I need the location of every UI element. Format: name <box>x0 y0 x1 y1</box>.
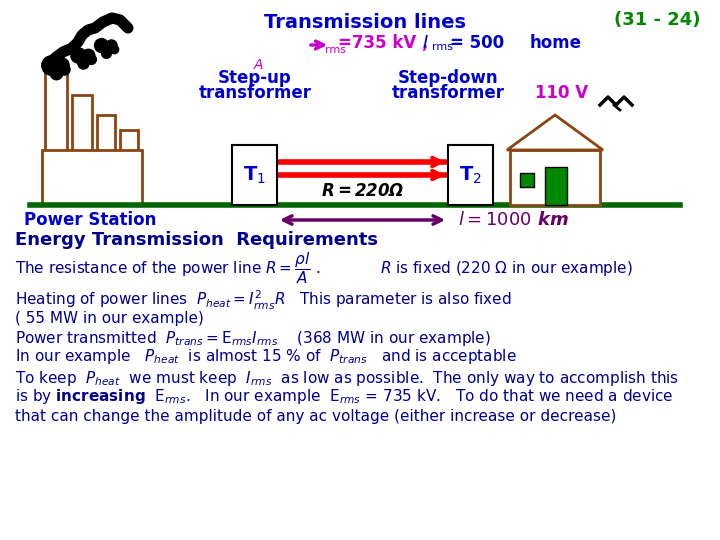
Bar <box>72 95 92 205</box>
Text: that can change the amplitude of any ac voltage (either increase or decrease): that can change the amplitude of any ac … <box>15 408 616 423</box>
Text: $I$: $I$ <box>422 34 429 52</box>
Text: Step-down: Step-down <box>397 69 498 87</box>
Text: rms: rms <box>325 45 346 55</box>
Text: transformer: transformer <box>392 84 505 102</box>
Bar <box>520 173 534 187</box>
Bar <box>97 115 115 205</box>
Bar <box>232 145 277 205</box>
Text: $\bfit{R = 220\Omega}$: $\bfit{R = 220\Omega}$ <box>321 182 404 200</box>
Polygon shape <box>507 115 603 150</box>
Text: ( 55 MW in our example): ( 55 MW in our example) <box>15 310 204 326</box>
Text: Energy Transmission  Requirements: Energy Transmission Requirements <box>15 231 378 249</box>
Text: 110 V: 110 V <box>535 84 588 102</box>
Bar <box>448 145 493 205</box>
Text: The resistance of the power line $R = \dfrac{\rho l}{A}$ .: The resistance of the power line $R = \d… <box>15 250 320 286</box>
Text: In our example   $P_{heat}$  is almost 15 % of  $P_{trans}$   and is acceptable: In our example $P_{heat}$ is almost 15 %… <box>15 348 517 367</box>
Text: Power Station: Power Station <box>24 211 156 229</box>
Text: home: home <box>530 34 582 52</box>
Text: Step-up: Step-up <box>218 69 292 87</box>
Text: $l = 1000$ km: $l = 1000$ km <box>458 211 569 229</box>
Text: transformer: transformer <box>199 84 312 102</box>
Text: T$_2$: T$_2$ <box>459 164 482 186</box>
Text: Power transmitted  $P_{trans} = \mathsf{E}_{rms} I_{rms}$    (368 MW in our exam: Power transmitted $P_{trans} = \mathsf{E… <box>15 328 491 348</box>
Text: T$_1$: T$_1$ <box>243 164 266 186</box>
Bar <box>42 150 142 205</box>
Text: Heating of power lines  $P_{heat} = I^2_{rms} R$   This parameter is also fixed: Heating of power lines $P_{heat} = I^2_{… <box>15 288 512 312</box>
Bar <box>545 167 567 205</box>
Text: To keep  $P_{heat}$  we must keep  $I_{rms}$  as low as possible.  The only way : To keep $P_{heat}$ we must keep $I_{rms}… <box>15 368 679 388</box>
Bar <box>45 65 67 205</box>
Text: (31 - 24): (31 - 24) <box>613 11 700 29</box>
Text: A: A <box>253 58 263 72</box>
Text: = 500: = 500 <box>450 34 504 52</box>
Bar <box>120 130 138 205</box>
Text: $R$ is fixed (220 $\Omega$ in our example): $R$ is fixed (220 $\Omega$ in our exampl… <box>380 259 633 278</box>
Text: rms: rms <box>432 42 453 52</box>
Text: is by $\mathbf{increasing}$  $\mathsf{E}_{rms}$.   In our example  $\mathsf{E}_{: is by $\mathbf{increasing}$ $\mathsf{E}_… <box>15 388 673 407</box>
Text: =735 kV ,: =735 kV , <box>338 34 428 52</box>
Text: Transmission lines: Transmission lines <box>264 12 466 31</box>
Bar <box>510 150 600 205</box>
